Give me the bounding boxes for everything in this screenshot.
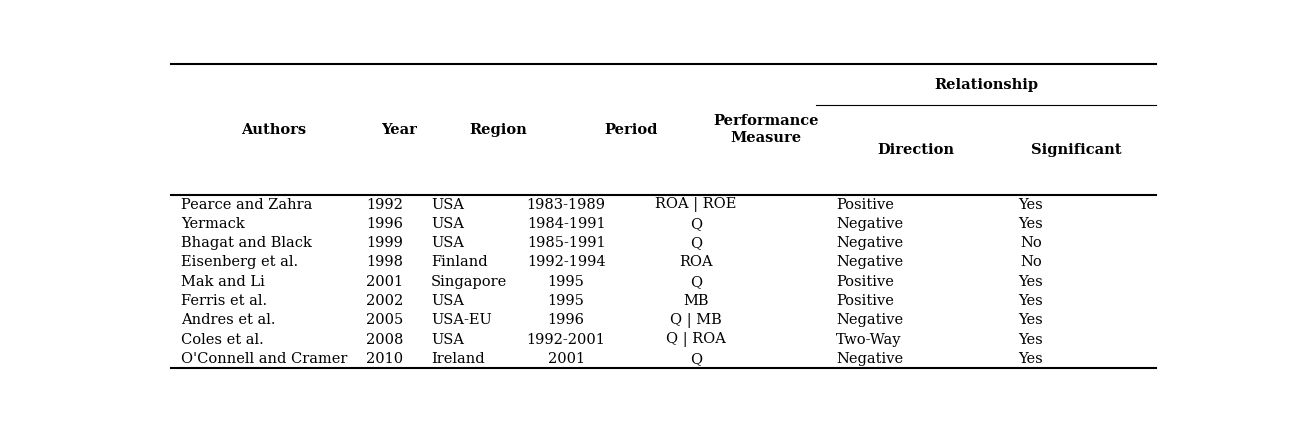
Text: Period: Period [605,122,658,136]
Text: 1983-1989: 1983-1989 [526,198,605,212]
Text: Q: Q [690,217,702,231]
Text: 1992: 1992 [366,198,402,212]
Text: No: No [1020,236,1042,250]
Text: Direction: Direction [877,143,955,157]
Text: 2001: 2001 [547,352,584,366]
Text: Positive: Positive [836,294,894,308]
Text: USA: USA [431,332,464,346]
Text: Relationship: Relationship [934,77,1038,91]
Text: USA: USA [431,217,464,231]
Text: 2010: 2010 [366,352,404,366]
Text: Negative: Negative [836,236,903,250]
Text: USA: USA [431,236,464,250]
Text: Finland: Finland [431,255,488,269]
Text: Pearce and Zahra: Pearce and Zahra [181,198,312,212]
Text: Yermack: Yermack [181,217,245,231]
Text: Negative: Negative [836,352,903,366]
Text: 1984-1991: 1984-1991 [526,217,605,231]
Text: Yes: Yes [1019,352,1044,366]
Text: USA: USA [431,198,464,212]
Text: Negative: Negative [836,217,903,231]
Text: ROA | ROE: ROA | ROE [655,197,737,212]
Text: Year: Year [381,122,417,136]
Text: Mak and Li: Mak and Li [181,275,266,289]
Text: 1992-2001: 1992-2001 [526,332,605,346]
Text: Eisenberg et al.: Eisenberg et al. [181,255,298,269]
Text: MB: MB [684,294,710,308]
Text: Q: Q [690,275,702,289]
Text: 1995: 1995 [548,294,584,308]
Text: Yes: Yes [1019,217,1044,231]
Text: 2002: 2002 [366,294,404,308]
Text: Yes: Yes [1019,313,1044,327]
Text: Yes: Yes [1019,294,1044,308]
Text: USA-EU: USA-EU [431,313,491,327]
Text: Ferris et al.: Ferris et al. [181,294,267,308]
Text: 1992-1994: 1992-1994 [526,255,605,269]
Text: 1985-1991: 1985-1991 [526,236,605,250]
Text: Ireland: Ireland [431,352,485,366]
Text: 1996: 1996 [548,313,584,327]
Text: Coles et al.: Coles et al. [181,332,264,346]
Text: 2005: 2005 [366,313,404,327]
Text: 1998: 1998 [366,255,404,269]
Text: 2008: 2008 [366,332,404,346]
Text: 1996: 1996 [366,217,404,231]
Text: Authors: Authors [241,122,306,136]
Text: Positive: Positive [836,275,894,289]
Text: No: No [1020,255,1042,269]
Text: Yes: Yes [1019,198,1044,212]
Text: O'Connell and Cramer: O'Connell and Cramer [181,352,347,366]
Text: Region: Region [470,122,528,136]
Text: 1999: 1999 [366,236,402,250]
Text: Performance
Measure: Performance Measure [713,114,819,144]
Text: Bhagat and Black: Bhagat and Black [181,236,312,250]
Text: Q: Q [690,236,702,250]
Text: Andres et al.: Andres et al. [181,313,276,327]
Text: Yes: Yes [1019,275,1044,289]
Text: Yes: Yes [1019,332,1044,346]
Text: Significant: Significant [1031,143,1121,157]
Text: Negative: Negative [836,313,903,327]
Text: Q | ROA: Q | ROA [666,332,726,347]
Text: Two-Way: Two-Way [836,332,902,346]
Text: Q: Q [690,352,702,366]
Text: Negative: Negative [836,255,903,269]
Text: Singapore: Singapore [431,275,507,289]
Text: Q | MB: Q | MB [671,313,722,328]
Text: USA: USA [431,294,464,308]
Text: Positive: Positive [836,198,894,212]
Text: 1995: 1995 [548,275,584,289]
Text: 2001: 2001 [366,275,404,289]
Text: ROA: ROA [680,255,713,269]
